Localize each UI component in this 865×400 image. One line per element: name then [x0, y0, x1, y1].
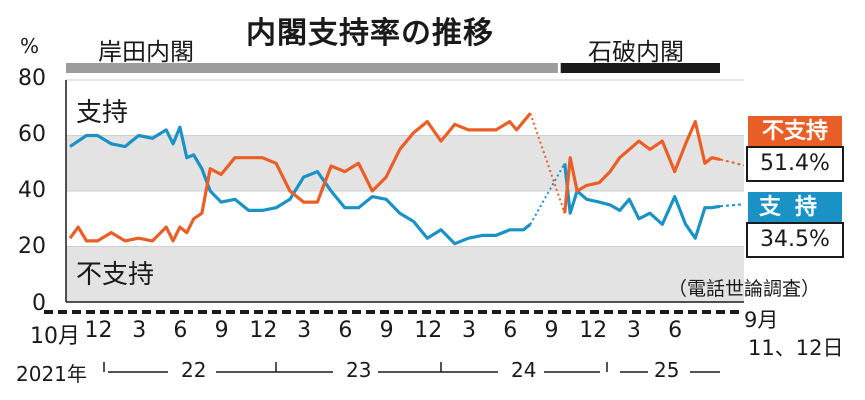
series-line-1-kishida [68, 112, 532, 243]
x-tick-3: 6 [173, 318, 188, 343]
legend-disapprove-name: 不支持 [748, 116, 842, 148]
inline-label-disapprove: 不支持 [76, 260, 155, 290]
period-bars [66, 63, 720, 73]
year-label-2021: 2021年 [16, 362, 87, 386]
latest-survey-date: 9月 11、12日 [744, 306, 843, 362]
x-tick-10: 3 [462, 318, 477, 343]
x-tick-5: 12 [249, 318, 278, 343]
series-gap-0 [529, 162, 566, 225]
y-tick-20: 20 [18, 234, 46, 259]
x-tick-4: 9 [214, 318, 229, 343]
x-tick-9: 12 [414, 318, 443, 343]
legend-disapprove-value: 51.4% [746, 146, 844, 182]
series-line-0-kishida [69, 125, 532, 246]
x-axis [44, 310, 740, 373]
y-tick-60: 60 [18, 122, 46, 147]
x-tick-6: 3 [297, 318, 312, 343]
survey-note: （電話世論調査） [668, 278, 821, 300]
latest-survey-days: 11、12日 [748, 336, 844, 360]
x-tick-8: 9 [379, 318, 394, 343]
legend-approve-name: 支持 [748, 192, 842, 224]
year-label-25: 25 [654, 358, 680, 382]
chart-title: 内閣支持率の推移 [246, 16, 494, 51]
legend-approve-value: 34.5% [746, 222, 844, 258]
x-tick-2: 3 [132, 318, 147, 343]
x-tick-7: 6 [338, 318, 353, 343]
x-tick-13: 12 [579, 318, 608, 343]
y-tick-40: 40 [18, 178, 46, 203]
gridlines [65, 79, 744, 303]
band-0-20 [66, 246, 744, 302]
year-label-23: 23 [346, 358, 372, 382]
period-label-ishiba: 石破内閣 [588, 38, 684, 66]
year-label-22: 22 [181, 358, 207, 382]
series-line-0-ishiba [563, 163, 721, 240]
y-unit-label: % [20, 34, 40, 58]
series-leader-0 [719, 203, 745, 208]
x-tick-11: 6 [503, 318, 518, 343]
series-lines [68, 112, 721, 246]
period-bar-ishiba [560, 63, 720, 73]
latest-survey-month: 9月 [744, 308, 779, 332]
period-label-kishida: 岸田内閣 [98, 38, 194, 66]
series-line-1-ishiba [563, 120, 721, 214]
x-tick-15: 6 [668, 318, 683, 343]
x-tick-0: 10月 [30, 324, 80, 349]
period-bar-kishida [66, 63, 558, 73]
inline-label-approve: 支持 [76, 98, 129, 128]
x-tick-12: 9 [544, 318, 559, 343]
x-tick-1: 12 [84, 318, 113, 343]
year-label-24: 24 [511, 358, 537, 382]
x-tick-14: 3 [626, 318, 641, 343]
y-tick-0: 0 [32, 291, 46, 316]
gap-connectors [529, 112, 745, 225]
y-tick-80: 80 [18, 66, 46, 91]
series-leader-1 [719, 158, 745, 167]
